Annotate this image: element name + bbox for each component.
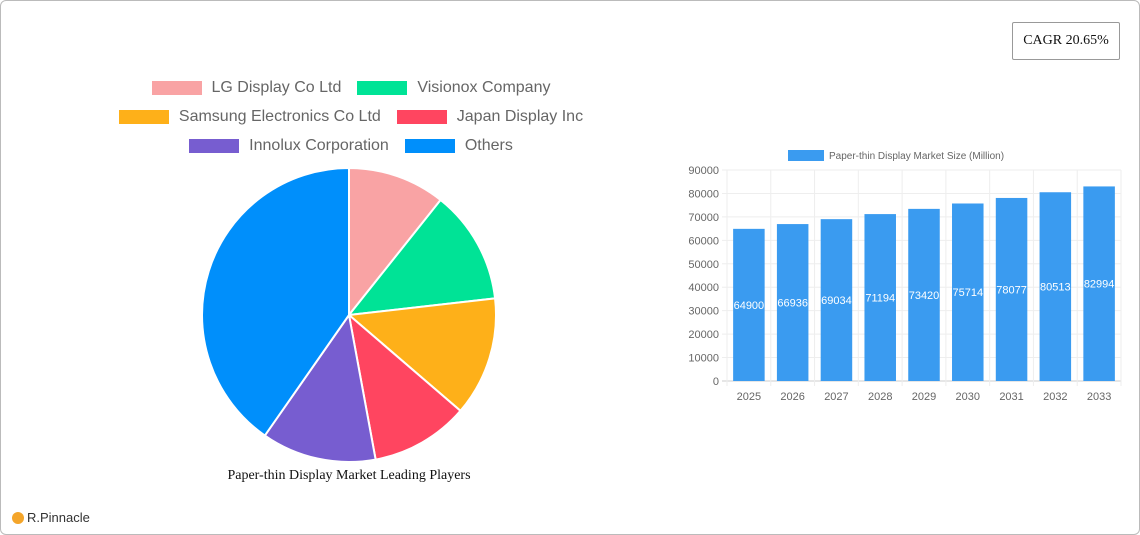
bar[interactable] xyxy=(1083,186,1115,381)
legend-label: Visionox Company xyxy=(417,78,551,96)
y-tick-label: 0 xyxy=(713,376,719,388)
x-tick-label: 2031 xyxy=(999,391,1023,403)
logo-icon xyxy=(12,511,24,524)
bar[interactable] xyxy=(864,214,896,381)
legend-label: Others xyxy=(464,136,513,154)
bar-data-label: 80513 xyxy=(1040,282,1071,294)
y-tick-label: 70000 xyxy=(688,212,719,224)
pie-slice[interactable] xyxy=(347,312,462,461)
legend-label: Japan Display Inc xyxy=(456,107,584,125)
y-tick-label: 20000 xyxy=(688,329,719,341)
pie-title: Paper-thin Display Market Leading Player… xyxy=(227,468,471,483)
legend-item[interactable]: Visionox Company xyxy=(357,79,550,97)
brand-logo: R.Pinnacle xyxy=(12,510,90,525)
y-tick-label: 80000 xyxy=(688,188,719,200)
y-tick-label: 50000 xyxy=(688,259,719,271)
y-tick-label: 60000 xyxy=(688,235,719,247)
bar-data-label: 75714 xyxy=(952,287,983,299)
bar-data-label: 73420 xyxy=(909,290,940,302)
y-tick-label: 30000 xyxy=(688,306,719,318)
pie-legend: LG Display Co Ltd Visionox Company Samsun… xyxy=(101,73,601,160)
legend-item[interactable]: LG Display Co Ltd xyxy=(151,78,342,97)
x-tick-label: 2028 xyxy=(868,391,892,403)
y-tick-label: 40000 xyxy=(688,282,719,294)
pie-slice[interactable] xyxy=(201,166,350,437)
bar[interactable] xyxy=(908,208,940,381)
bar-data-label: 69034 xyxy=(821,295,852,307)
bar-data-label: 71194 xyxy=(865,293,895,305)
pie-slice[interactable] xyxy=(348,166,442,318)
bar[interactable] xyxy=(776,224,809,381)
bar[interactable] xyxy=(952,203,984,381)
x-tick-label: 2025 xyxy=(737,391,761,403)
legend-item[interactable]: Samsung Electronics Co Ltd xyxy=(118,107,381,126)
pie-slice[interactable] xyxy=(346,198,497,317)
x-tick-label: 2027 xyxy=(824,391,848,403)
legend-swatch xyxy=(151,80,202,95)
y-tick-label: 90000 xyxy=(688,165,719,177)
bar[interactable] xyxy=(820,219,853,381)
bar-chart: Paper-thin Display Market Size (Million)… xyxy=(688,150,1122,403)
legend-label: LG Display Co Ltd xyxy=(211,78,342,96)
legend-swatch xyxy=(118,109,169,124)
bar[interactable] xyxy=(733,228,765,381)
legend-item[interactable]: Others xyxy=(404,136,513,155)
bar-data-label: 64900 xyxy=(734,300,765,312)
x-tick-label: 2030 xyxy=(956,391,980,403)
legend-swatch xyxy=(396,109,447,124)
bar[interactable] xyxy=(995,197,1028,381)
pie-slice[interactable] xyxy=(346,297,497,413)
bar[interactable] xyxy=(1039,192,1072,381)
bar-data-label: 82994 xyxy=(1084,279,1115,291)
legend-label: Samsung Electronics Co Ltd xyxy=(178,107,381,125)
x-tick-label: 2026 xyxy=(780,391,804,403)
legend-swatch xyxy=(357,80,408,95)
brand-name: R.Pinnacle xyxy=(27,510,90,525)
x-tick-label: 2029 xyxy=(912,391,936,403)
pie-chart xyxy=(201,166,497,463)
legend-swatch xyxy=(404,138,455,153)
bar-legend-swatch xyxy=(788,150,824,161)
bar-legend-label: Paper-thin Display Market Size (Million) xyxy=(829,151,1004,162)
legend-label: Innolux Corporation xyxy=(249,136,389,154)
cagr-badge: CAGR 20.65% xyxy=(1012,22,1120,60)
x-tick-label: 2033 xyxy=(1087,391,1111,403)
legend-swatch xyxy=(189,138,240,153)
y-tick-label: 10000 xyxy=(688,353,719,365)
x-tick-label: 2032 xyxy=(1043,391,1067,403)
legend-item[interactable]: Innolux Corporation xyxy=(189,137,389,155)
bar-data-label: 66936 xyxy=(777,298,808,310)
bar-data-label: 78077 xyxy=(996,284,1027,296)
legend-item[interactable]: Japan Display Inc xyxy=(396,107,584,126)
pie-slice[interactable] xyxy=(263,312,377,463)
